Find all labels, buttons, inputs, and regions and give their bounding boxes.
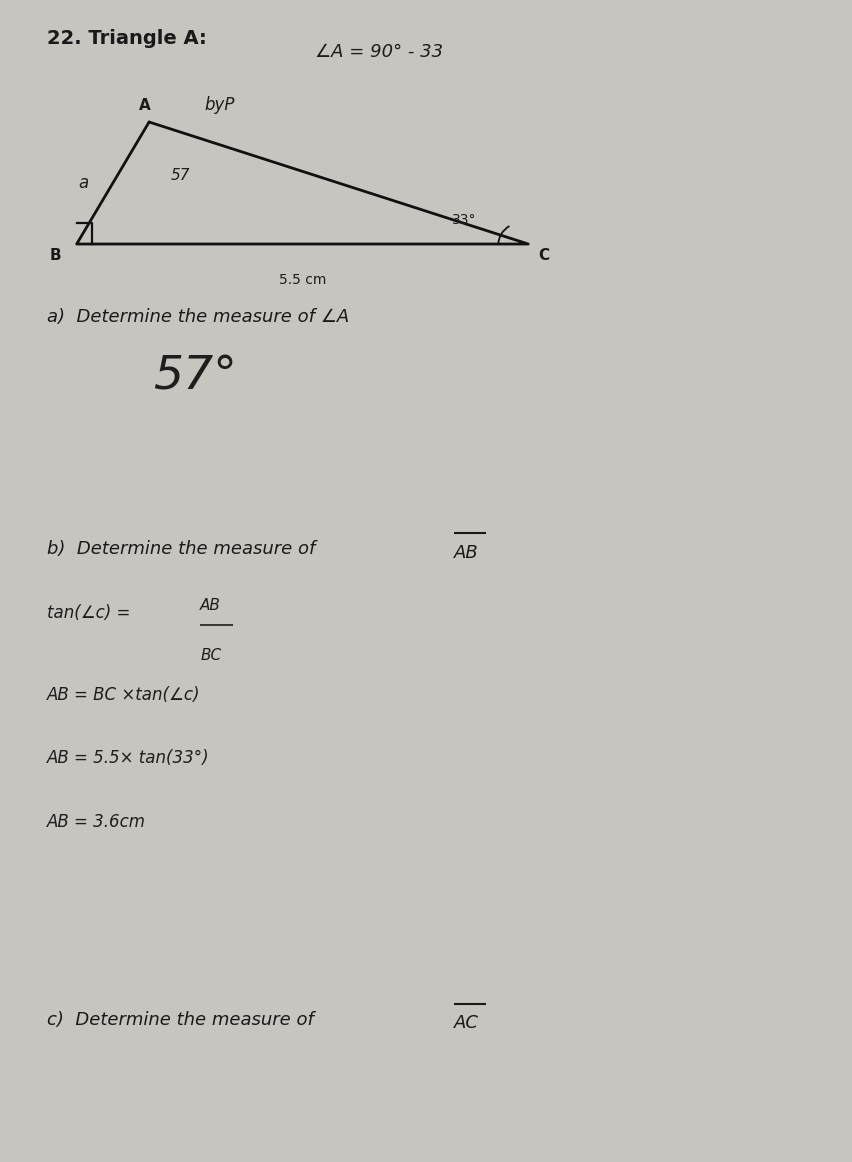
Text: AB: AB — [454, 544, 479, 561]
Text: 57: 57 — [170, 168, 190, 184]
Text: AC: AC — [454, 1014, 479, 1032]
Text: b)  Determine the measure of: b) Determine the measure of — [47, 540, 321, 558]
Text: C: C — [538, 248, 550, 263]
Text: a)  Determine the measure of ∠A: a) Determine the measure of ∠A — [47, 308, 349, 325]
Text: c)  Determine the measure of: c) Determine the measure of — [47, 1011, 320, 1028]
Text: B: B — [49, 248, 61, 263]
Text: ∠A = 90° - 33: ∠A = 90° - 33 — [315, 43, 443, 62]
Text: tan(∠c) =: tan(∠c) = — [47, 604, 130, 622]
Text: AB = 5.5× tan(33°): AB = 5.5× tan(33°) — [47, 749, 210, 767]
Text: a: a — [78, 174, 89, 192]
Text: 5.5 cm: 5.5 cm — [279, 273, 326, 287]
Text: byP: byP — [204, 95, 235, 114]
Text: 33°: 33° — [452, 213, 476, 227]
Text: AB: AB — [200, 598, 222, 614]
Text: AB = BC ×tan(∠c): AB = BC ×tan(∠c) — [47, 686, 200, 703]
Text: AB = 3.6cm: AB = 3.6cm — [47, 813, 146, 831]
Text: 57°: 57° — [153, 354, 237, 400]
Text: BC: BC — [200, 648, 222, 664]
Text: 22. Triangle A:: 22. Triangle A: — [47, 29, 206, 48]
Text: A: A — [139, 98, 151, 113]
